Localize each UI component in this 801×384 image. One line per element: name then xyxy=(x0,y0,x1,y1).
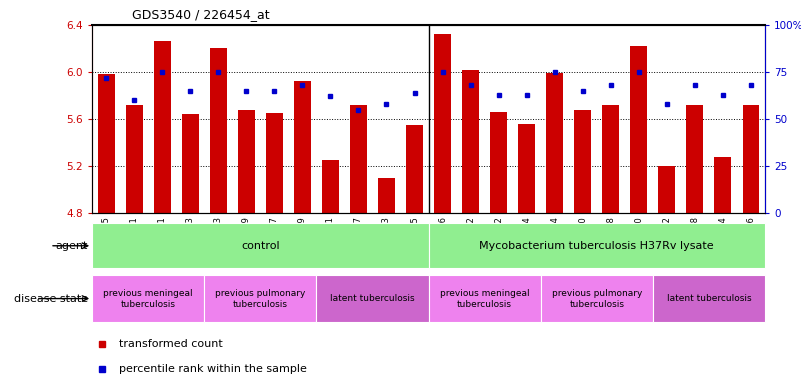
Bar xyxy=(322,160,339,213)
Text: previous meningeal
tuberculosis: previous meningeal tuberculosis xyxy=(103,288,193,309)
Bar xyxy=(378,178,395,213)
Text: previous pulmonary
tuberculosis: previous pulmonary tuberculosis xyxy=(552,288,642,309)
Bar xyxy=(574,109,591,213)
Bar xyxy=(316,275,429,322)
Text: agent: agent xyxy=(56,241,88,251)
Text: transformed count: transformed count xyxy=(119,339,223,349)
Bar xyxy=(429,275,541,322)
Bar xyxy=(429,223,765,268)
Text: previous meningeal
tuberculosis: previous meningeal tuberculosis xyxy=(440,288,529,309)
Bar xyxy=(126,105,143,213)
Bar xyxy=(490,112,507,213)
Text: disease state: disease state xyxy=(14,293,88,304)
Bar xyxy=(350,105,367,213)
Text: control: control xyxy=(241,241,280,251)
Bar xyxy=(546,73,563,213)
Bar xyxy=(653,275,765,322)
Bar xyxy=(743,105,759,213)
Bar xyxy=(630,46,647,213)
Bar xyxy=(92,223,429,268)
Bar xyxy=(210,48,227,213)
Bar xyxy=(238,109,255,213)
Bar xyxy=(154,41,171,213)
Bar xyxy=(434,34,451,213)
Bar xyxy=(686,105,703,213)
Text: latent tuberculosis: latent tuberculosis xyxy=(330,294,415,303)
Bar xyxy=(602,105,619,213)
Bar xyxy=(541,275,653,322)
Bar xyxy=(92,275,204,322)
Bar xyxy=(658,166,675,213)
Bar xyxy=(462,70,479,213)
Text: previous pulmonary
tuberculosis: previous pulmonary tuberculosis xyxy=(215,288,305,309)
Bar xyxy=(518,124,535,213)
Bar xyxy=(294,81,311,213)
Text: GDS3540 / 226454_at: GDS3540 / 226454_at xyxy=(132,8,270,21)
Text: latent tuberculosis: latent tuberculosis xyxy=(666,294,751,303)
Bar xyxy=(714,157,731,213)
Text: percentile rank within the sample: percentile rank within the sample xyxy=(119,364,307,374)
Bar xyxy=(406,125,423,213)
Bar xyxy=(182,114,199,213)
Bar xyxy=(204,275,316,322)
Bar xyxy=(266,113,283,213)
Text: Mycobacterium tuberculosis H37Rv lysate: Mycobacterium tuberculosis H37Rv lysate xyxy=(480,241,714,251)
Bar xyxy=(98,74,115,213)
